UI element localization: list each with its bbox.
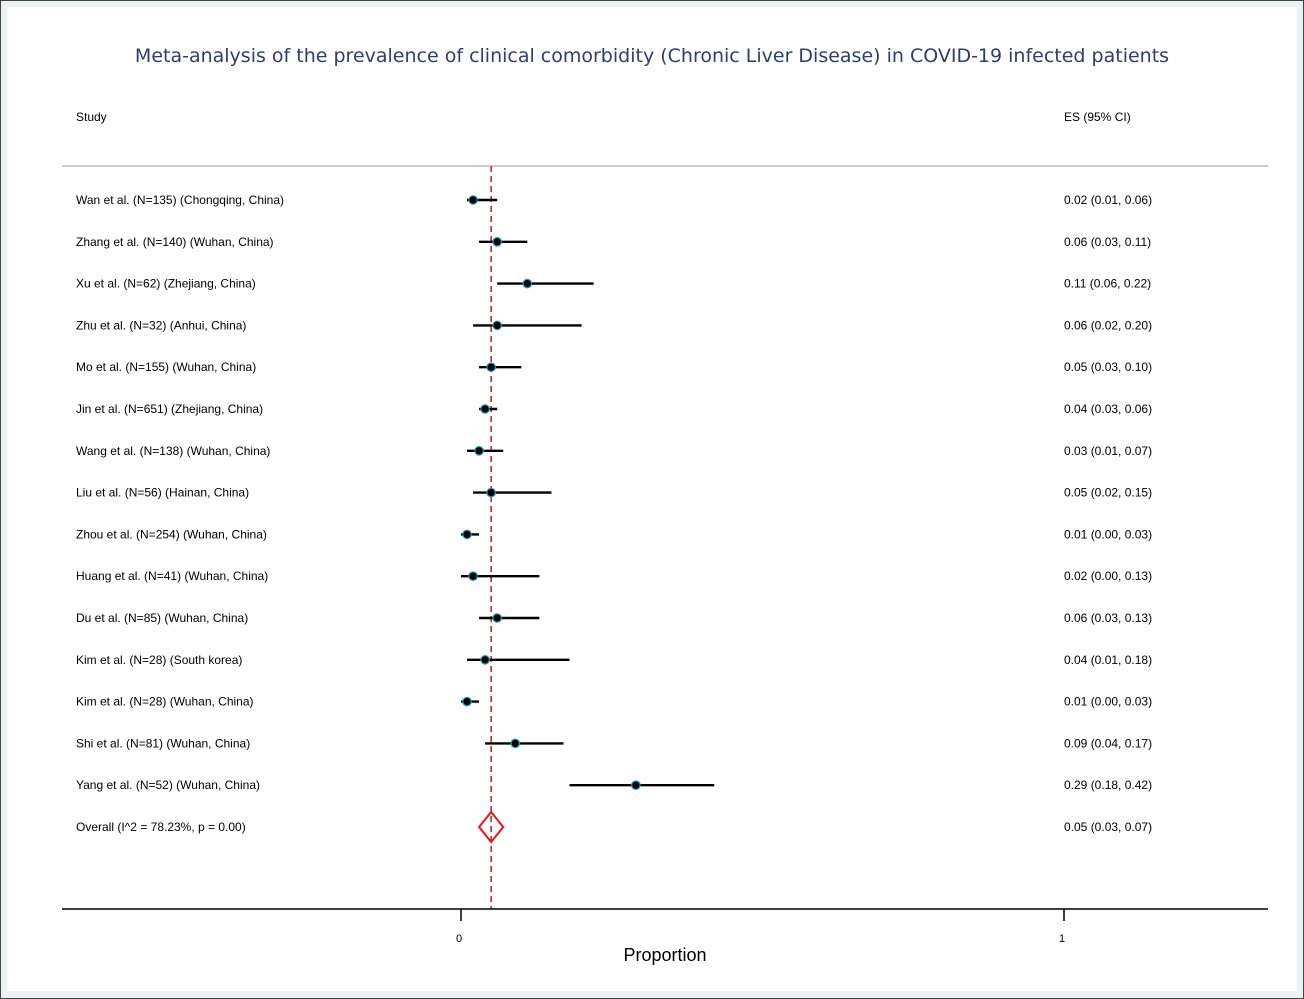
study-header: Study — [76, 110, 107, 124]
es-value: 0.02 (0.01, 0.06) — [1064, 193, 1152, 207]
point-estimate — [510, 738, 521, 749]
forest-marks: Wan et al. (N=135) (Chongqing, China) 0.0… — [76, 166, 1152, 909]
point-estimate — [480, 404, 490, 414]
point-estimate — [474, 445, 484, 456]
es-value: 0.06 (0.02, 0.20) — [1064, 318, 1152, 332]
point-estimate — [462, 529, 472, 540]
point-estimate — [492, 237, 502, 247]
point-estimate — [462, 696, 472, 707]
study-label: Zhou et al. (N=254) (Wuhan, China) — [76, 527, 267, 541]
es-value: 0.05 (0.02, 0.15) — [1064, 486, 1152, 500]
study-label: Jin et al. (N=651) (Zhejiang, China) — [76, 402, 263, 416]
x-tick-label: 1 — [1059, 933, 1065, 945]
point-estimate — [468, 571, 478, 581]
study-label: Kim et al. (N=28) (South korea) — [76, 653, 242, 667]
study-label: Shi et al. (N=81) (Wuhan, China) — [76, 736, 250, 750]
es-value: 0.06 (0.03, 0.11) — [1064, 235, 1151, 249]
point-estimate — [468, 195, 478, 205]
es-value: 0.11 (0.06, 0.22) — [1064, 277, 1151, 291]
point-estimate — [486, 487, 496, 498]
point-estimate — [492, 613, 502, 623]
es-value: 0.03 (0.01, 0.07) — [1064, 444, 1152, 458]
es-value: 0.01 (0.00, 0.03) — [1064, 695, 1152, 709]
point-estimate — [522, 278, 533, 289]
study-label: Mo et al. (N=155) (Wuhan, China) — [76, 360, 256, 374]
es-value: 0.06 (0.03, 0.13) — [1064, 611, 1152, 625]
study-label: Yang et al. (N=52) (Wuhan, China) — [76, 778, 260, 792]
study-label: Zhu et al. (N=32) (Anhui, China) — [76, 318, 246, 332]
point-estimate — [631, 780, 641, 790]
point-estimate — [486, 362, 496, 372]
es-value: 0.09 (0.04, 0.17) — [1064, 736, 1152, 750]
overall-diamond — [477, 810, 505, 844]
study-label: Kim et al. (N=28) (Wuhan, China) — [76, 695, 254, 709]
es-value: 0.04 (0.01, 0.18) — [1064, 653, 1152, 667]
es-value: 0.04 (0.03, 0.06) — [1064, 402, 1152, 416]
study-label: Huang et al. (N=41) (Wuhan, China) — [76, 569, 268, 583]
es-value: 0.01 (0.00, 0.03) — [1064, 527, 1152, 541]
es-header: ES (95% CI) — [1064, 110, 1131, 124]
chart-title: Meta-analysis of the prevalence of clini… — [134, 45, 1170, 67]
es-value: 0.02 (0.00, 0.13) — [1064, 569, 1152, 583]
overall-es-value: 0.05 (0.03, 0.07) — [1064, 820, 1152, 834]
study-label: Zhang et al. (N=140) (Wuhan, China) — [76, 235, 274, 249]
study-label: Liu et al. (N=56) (Hainan, China) — [76, 486, 249, 500]
point-estimate — [492, 320, 502, 331]
study-label: Wang et al. (N=138) (Wuhan, China) — [76, 444, 270, 458]
overall-label: Overall (I^2 = 78.23%, p = 0.00) — [76, 820, 246, 834]
x-tick-label: 0 — [456, 933, 462, 945]
study-label: Xu et al. (N=62) (Zhejiang, China) — [76, 277, 256, 291]
point-estimate — [480, 654, 490, 665]
plot-panel — [7, 7, 1297, 991]
study-label: Wan et al. (N=135) (Chongqing, China) — [76, 193, 284, 207]
es-value: 0.29 (0.18, 0.42) — [1064, 778, 1152, 792]
study-label: Du et al. (N=85) (Wuhan, China) — [76, 611, 248, 625]
x-axis-label: Proportion — [623, 945, 706, 965]
es-value: 0.05 (0.03, 0.10) — [1064, 360, 1152, 374]
